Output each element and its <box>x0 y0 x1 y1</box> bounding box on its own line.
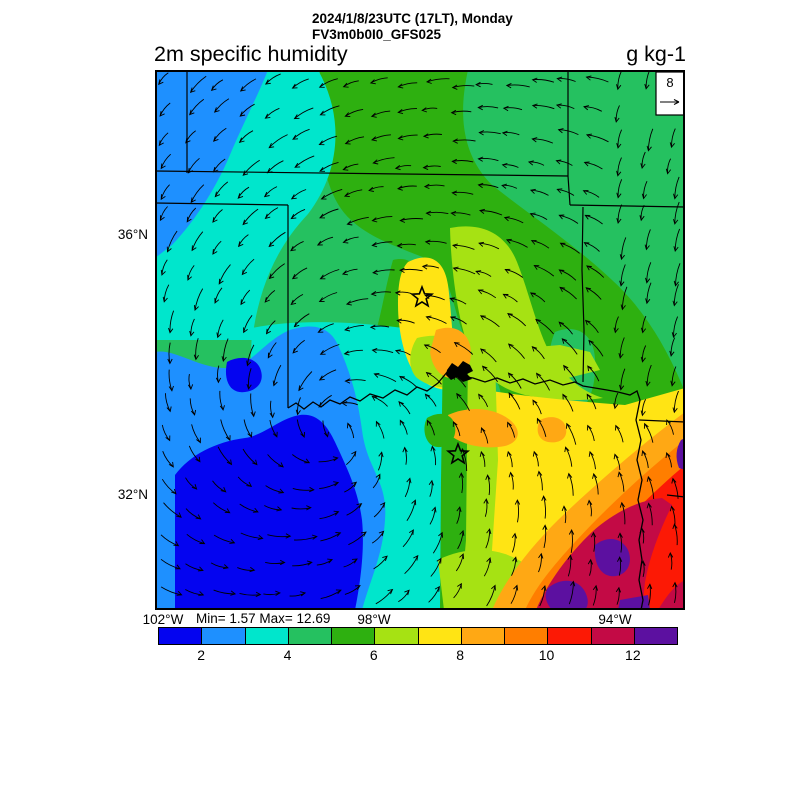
colorbar-cell <box>505 628 549 644</box>
region-humidity-8 <box>537 417 567 443</box>
plot-datetime-title: 2024/1/8/23UTC (17LT), Monday <box>312 11 513 26</box>
units-label: g kg-1 <box>626 42 686 66</box>
lon-tick-102W: 102°W <box>142 612 184 627</box>
plot-model-title: FV3m0b0I0_GFS025 <box>312 27 442 42</box>
lon-tick-94W: 94°W <box>598 612 632 627</box>
reference-vector-arrow-icon <box>660 99 680 105</box>
colorbar-cell <box>634 628 677 644</box>
colorbar-tick-label: 12 <box>625 647 641 663</box>
region-humidity-11 <box>658 580 685 610</box>
colorbar-cell <box>245 628 289 644</box>
red-river <box>287 370 644 610</box>
region-humidity-2 <box>155 70 268 258</box>
region-humidity-5 <box>424 413 456 448</box>
lat-tick-32N: 32°N <box>117 487 148 502</box>
colorbar-tick-label: 4 <box>283 647 292 663</box>
wind-arrows <box>158 70 681 607</box>
reference-vector-value: 8 <box>666 75 673 90</box>
lake-texoma <box>446 361 473 382</box>
star-marker-2 <box>445 441 471 465</box>
colorbar-cell <box>159 628 203 644</box>
colorbar-cell <box>548 628 592 644</box>
lat-tick-36N: 36°N <box>117 227 148 242</box>
colorbar-cell <box>332 628 376 644</box>
colorbar-cell <box>418 628 462 644</box>
humidity-map: 8 <box>155 70 685 610</box>
region-humidity-1 <box>225 357 262 393</box>
region-humidity-8 <box>448 408 518 448</box>
reference-vector-box: 8 <box>655 71 685 116</box>
colorbar-tick-label: 8 <box>456 647 465 663</box>
colorbar-cell <box>202 628 246 644</box>
lon-tick-98W: 98°W <box>357 612 391 627</box>
colorbar-tick-label: 10 <box>538 647 555 663</box>
region-humidity-1 <box>175 414 363 610</box>
colorbar-tick-label: 2 <box>197 647 206 663</box>
minmax-stats: Min= 1.57 Max= 12.69 <box>196 611 331 626</box>
map-frame <box>155 70 685 610</box>
colorbar-tick-label: 6 <box>369 647 378 663</box>
colorbar <box>158 627 678 645</box>
colorbar-cell <box>461 628 505 644</box>
colorbar-cell <box>288 628 332 644</box>
region-humidity-12 <box>545 580 588 610</box>
region-humidity-3 <box>155 70 336 340</box>
state-borders <box>155 70 685 498</box>
field-title: 2m specific humidity <box>154 42 348 66</box>
colorbar-cell <box>591 628 635 644</box>
region-humidity-12 <box>676 438 685 470</box>
colorbar-cell <box>375 628 419 644</box>
wind-arrow-glyphs <box>158 70 681 607</box>
